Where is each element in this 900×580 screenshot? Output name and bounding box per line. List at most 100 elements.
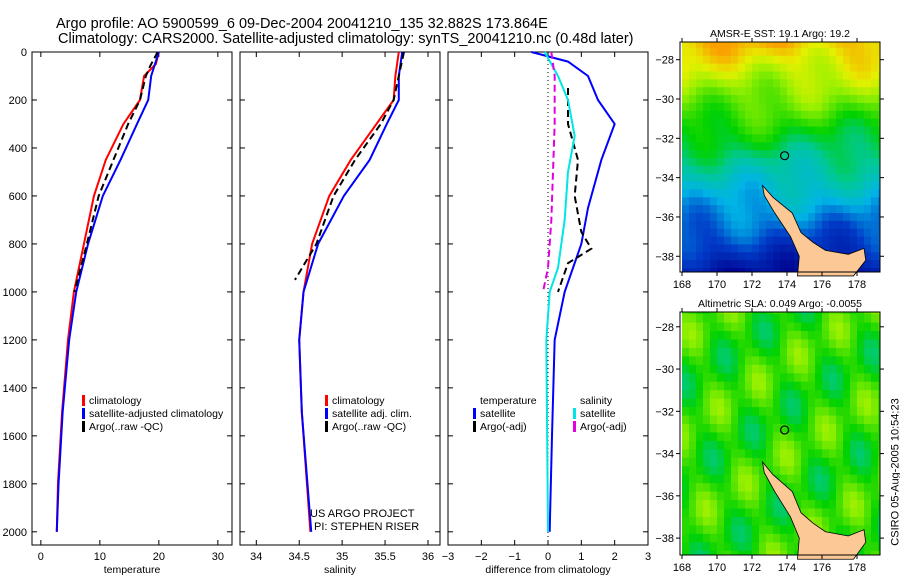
grid-cell	[766, 312, 774, 315]
grid-cell	[766, 220, 774, 230]
grid-cell	[738, 165, 746, 175]
project-label: US ARGO PROJECT	[310, 508, 415, 520]
grid-cell	[864, 314, 872, 324]
grid-cell	[857, 55, 865, 65]
grid-cell	[857, 205, 865, 214]
grid-cell	[759, 398, 767, 408]
grid-cell	[766, 228, 774, 238]
grid-cell	[801, 398, 809, 408]
grid-cell	[731, 220, 739, 230]
grid-cell	[766, 491, 774, 501]
grid-cell	[696, 79, 704, 88]
grid-cell	[752, 220, 760, 230]
grid-cell	[850, 483, 858, 493]
grid-cell	[745, 157, 753, 167]
grid-cell	[829, 220, 837, 230]
grid-cell	[738, 322, 746, 332]
grid-cell	[689, 440, 697, 450]
grid-cell	[864, 220, 872, 230]
grid-cell	[773, 55, 781, 65]
grid-cell	[843, 142, 851, 151]
grid-cell	[843, 364, 851, 374]
grid-cell	[822, 331, 830, 340]
grid-cell	[808, 347, 816, 357]
grid-cell	[773, 407, 781, 417]
grid-cell	[731, 157, 739, 167]
grid-cell	[871, 42, 879, 49]
grid-cell	[717, 252, 725, 261]
grid-cell	[738, 87, 746, 96]
grid-cell	[822, 432, 830, 442]
grid-cell	[780, 252, 788, 261]
grid-cell	[850, 126, 858, 135]
grid-cell	[878, 500, 881, 510]
grid-cell	[780, 364, 788, 374]
grid-cell	[738, 95, 746, 104]
grid-cell	[717, 483, 725, 493]
grid-cell	[857, 165, 865, 175]
grid-cell	[780, 525, 788, 535]
grid-cell	[696, 134, 704, 143]
grid-cell	[696, 331, 704, 340]
grid-cell	[822, 110, 830, 120]
grid-cell	[794, 331, 802, 340]
grid-cell	[745, 457, 753, 467]
series-temperature-satellite	[531, 51, 616, 532]
grid-cell	[878, 47, 881, 57]
grid-cell	[780, 165, 788, 175]
grid-cell	[745, 525, 753, 535]
grid-cell	[773, 432, 781, 442]
grid-cell	[787, 314, 795, 324]
grid-cell	[829, 157, 837, 167]
grid-cell	[864, 474, 872, 484]
grid-cell	[745, 63, 753, 72]
grid-cell	[682, 228, 690, 238]
grid-cell	[752, 457, 760, 467]
grid-cell	[787, 126, 795, 135]
grid-cell	[871, 373, 879, 383]
grid-cell	[850, 440, 858, 450]
grid-cell	[780, 322, 788, 332]
grid-cell	[815, 142, 823, 151]
grid-cell	[745, 364, 753, 374]
grid-cell	[759, 157, 767, 167]
grid-cell	[724, 228, 732, 238]
grid-cell	[703, 181, 711, 190]
grid-cell	[794, 356, 802, 366]
grid-cell	[836, 87, 844, 96]
grid-cell	[731, 165, 739, 175]
grid-cell	[801, 381, 809, 391]
grid-cell	[759, 533, 767, 543]
grid-cell	[843, 236, 851, 245]
grid-cell	[801, 407, 809, 417]
grid-cell	[787, 118, 795, 128]
land-new-zealand	[761, 184, 867, 277]
grid-cell	[696, 189, 704, 198]
grid-cell	[724, 339, 732, 349]
grid-cell	[787, 189, 795, 198]
grid-cell	[731, 252, 739, 261]
grid-cell	[724, 134, 732, 143]
grid-cell	[787, 466, 795, 476]
grid-cell	[766, 339, 774, 349]
grid-cell	[878, 220, 881, 230]
grid-cell	[801, 110, 809, 120]
grid-cell	[878, 449, 881, 459]
grid-cell	[857, 381, 865, 391]
grid-cell	[752, 314, 760, 324]
grid-cell	[815, 440, 823, 450]
grid-cell	[717, 181, 725, 190]
grid-cell	[857, 466, 865, 476]
grid-cell	[724, 268, 732, 273]
grid-cell	[689, 189, 697, 198]
grid-cell	[724, 244, 732, 253]
grid-cell	[766, 55, 774, 65]
series-satellite-adjusted-climatology	[55, 51, 160, 532]
grid-cell	[731, 173, 739, 183]
grid-cell	[850, 220, 858, 230]
grid-cell	[710, 71, 718, 80]
grid-cell	[878, 398, 881, 408]
grid-cell	[829, 474, 837, 484]
grid-cell	[689, 55, 697, 65]
